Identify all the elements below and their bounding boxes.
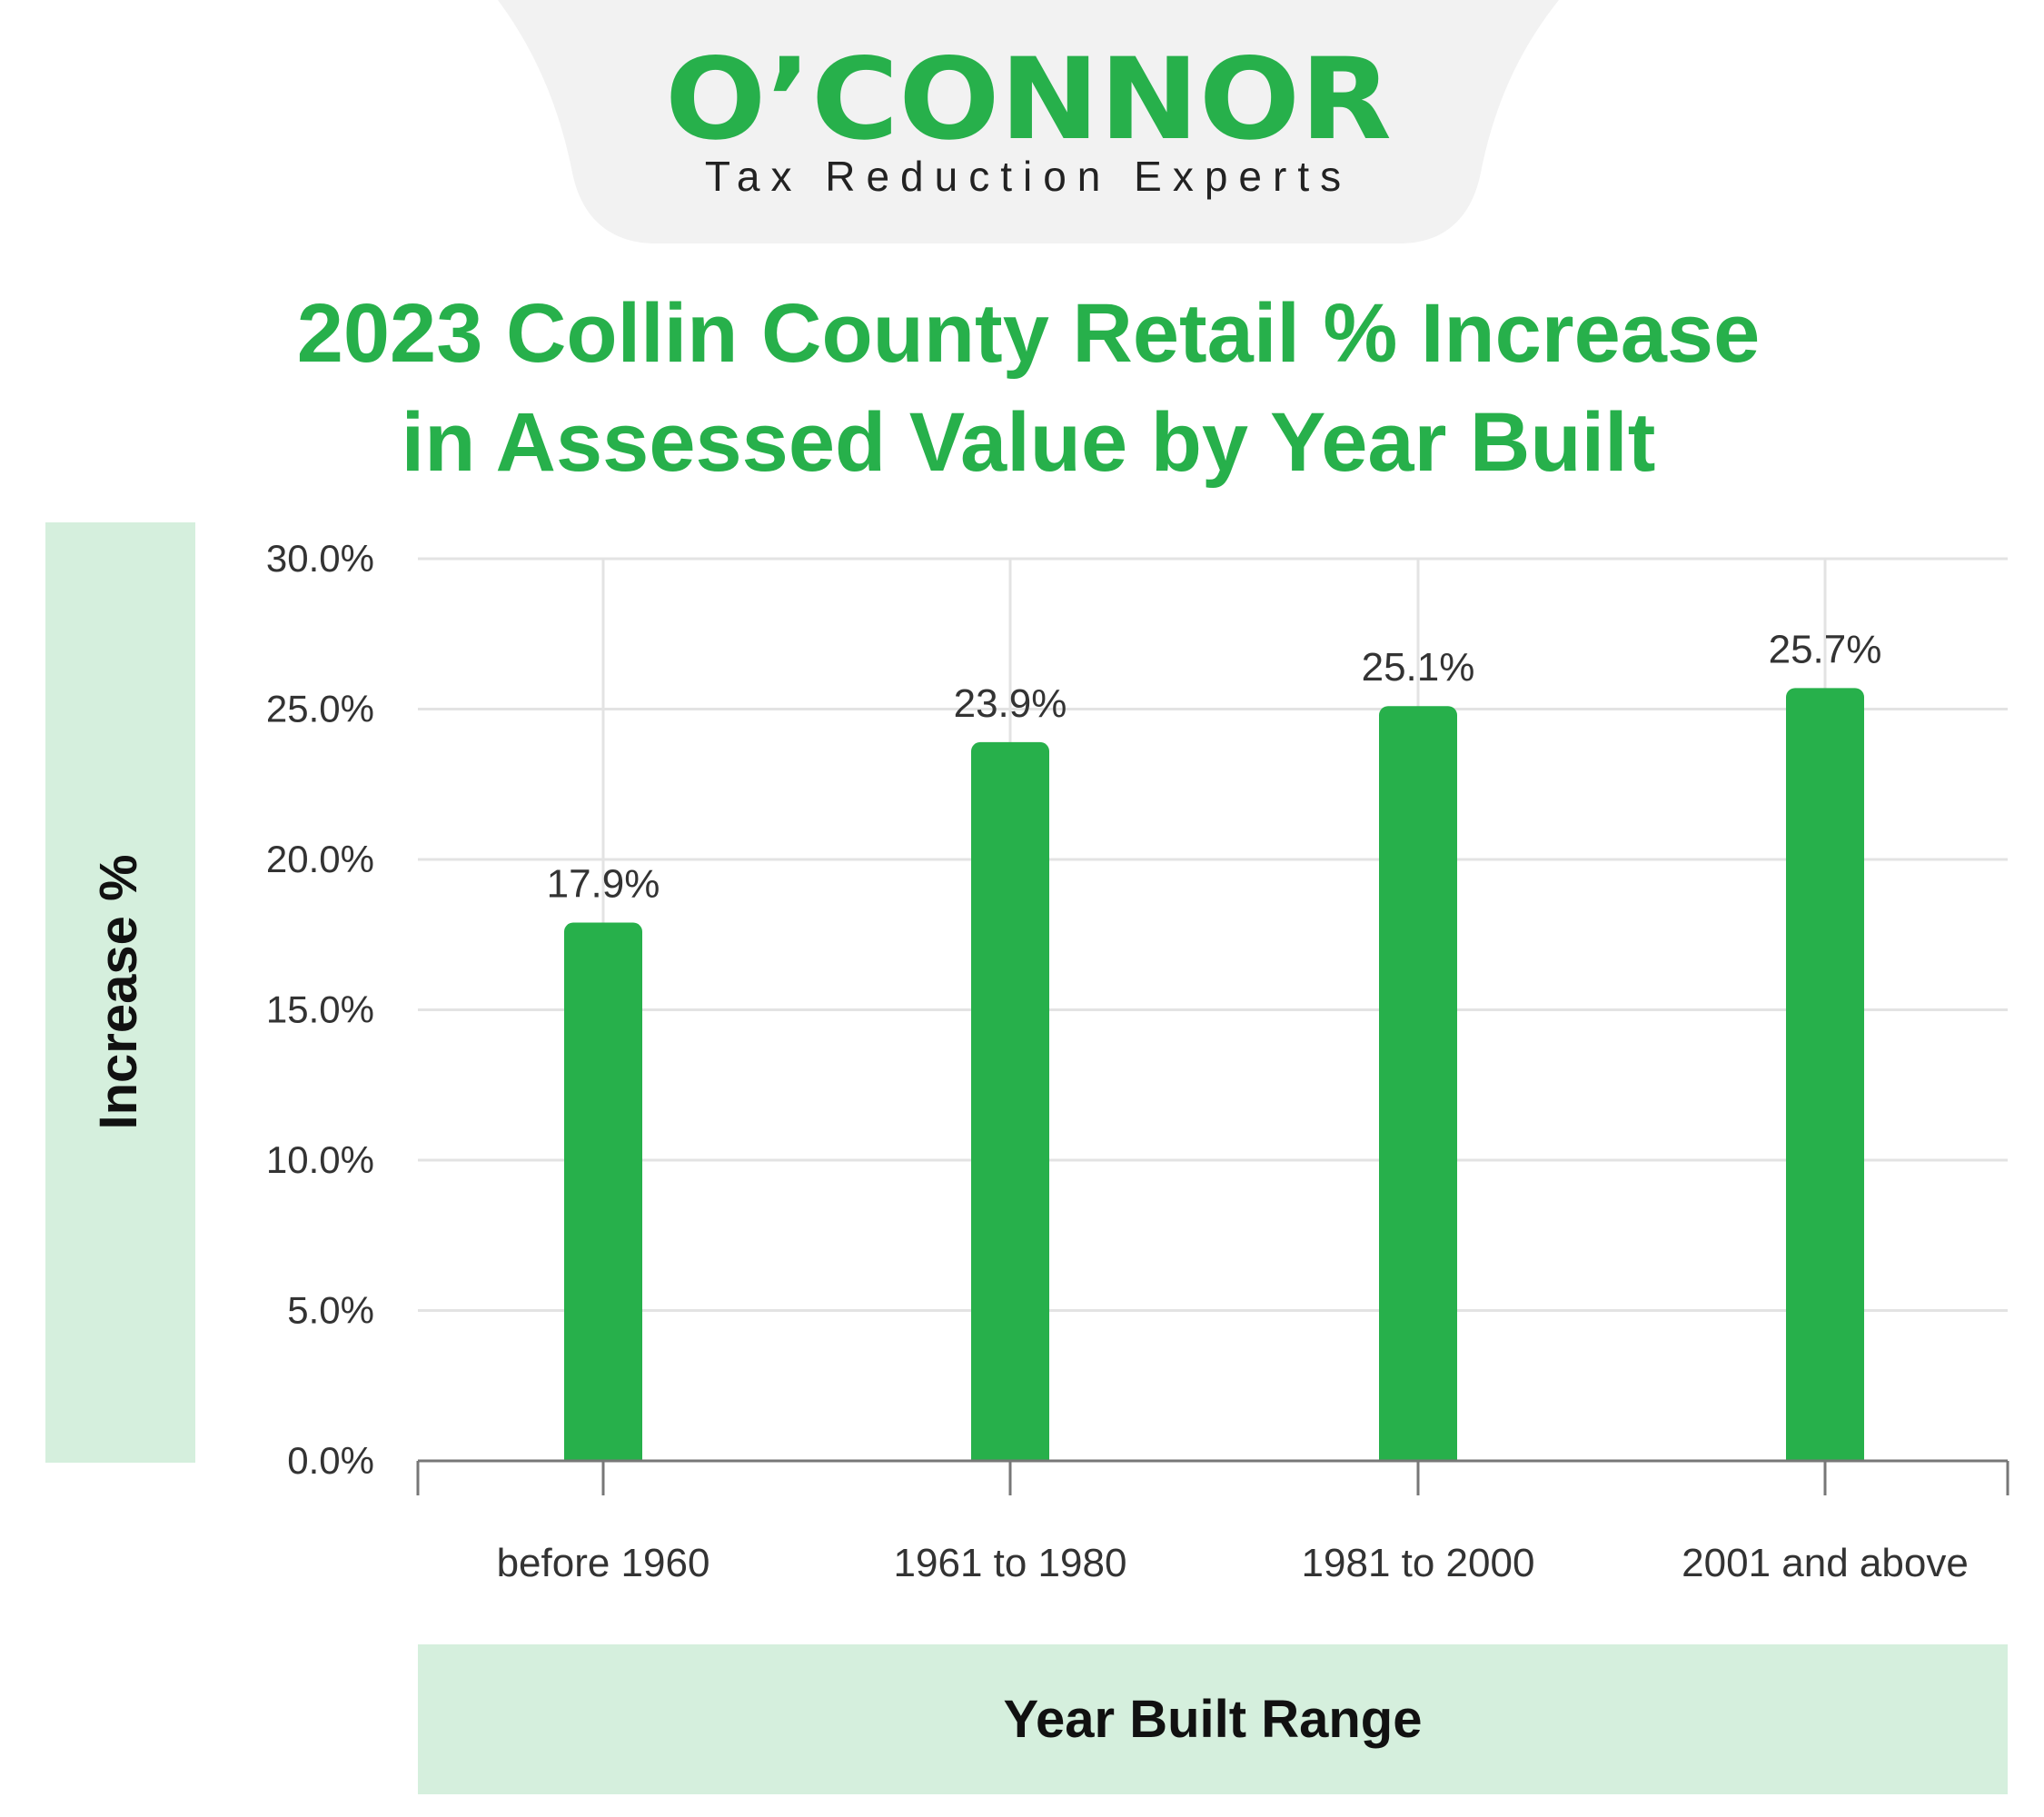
data-label-1: 23.9% [954,681,1067,726]
y-tick-label: 25.0% [266,688,374,730]
bar-base-0 [564,1450,642,1461]
bar-3 [1786,688,1864,1461]
chart-title-line-1: 2023 Collin County Retail % Increase [297,287,1761,380]
x-tick-label-2: 1981 to 2000 [1302,1541,1535,1585]
bar-2 [1379,706,1457,1461]
bar-base-3 [1786,1450,1864,1461]
y-tick-label: 30.0% [266,537,374,580]
y-axis-title-panel [45,522,195,1463]
bar-0 [564,922,642,1461]
x-axis-title: Year Built Range [1004,1690,1423,1749]
bar-1 [971,741,1049,1461]
brand-tagline: Tax Reduction Experts [705,153,1352,200]
x-tick-label-3: 2001 and above [1682,1541,1969,1585]
y-tick-label: 5.0% [287,1289,374,1332]
y-tick-labels: 0.0% 5.0% 10.0% 15.0% 20.0% 25.0% 30.0% [266,537,374,1482]
x-axis [416,1459,2009,1495]
logo-plate [498,0,1559,243]
x-tick-labels: before 1960 1961 to 1980 1981 to 2000 2001 … [497,1541,1969,1585]
x-tick-label-1: 1961 to 1980 [894,1541,1127,1585]
y-axis-title: Increase % [89,854,148,1129]
y-tick-label: 20.0% [266,838,374,880]
data-label-3: 25.7% [1769,627,1882,671]
bar-base-2 [1379,1450,1457,1461]
x-tick-label-0: before 1960 [497,1541,710,1585]
y-tick-label: 0.0% [287,1439,374,1482]
brand-name: O’CONNOR [665,35,1392,165]
x-axis-title-panel [418,1644,2008,1794]
horizontal-gridlines [418,557,2008,1312]
y-tick-label: 10.0% [266,1138,374,1181]
bar-base-1 [971,1450,1049,1461]
data-label-2: 25.1% [1362,645,1475,690]
bars [564,688,1864,1461]
chart-title-line-2: in Assessed Value by Year Built [402,396,1656,489]
y-tick-label: 15.0% [266,988,374,1031]
data-labels: 17.9% 23.9% 25.1% 25.7% [547,627,1882,906]
data-label-0: 17.9% [547,862,660,907]
